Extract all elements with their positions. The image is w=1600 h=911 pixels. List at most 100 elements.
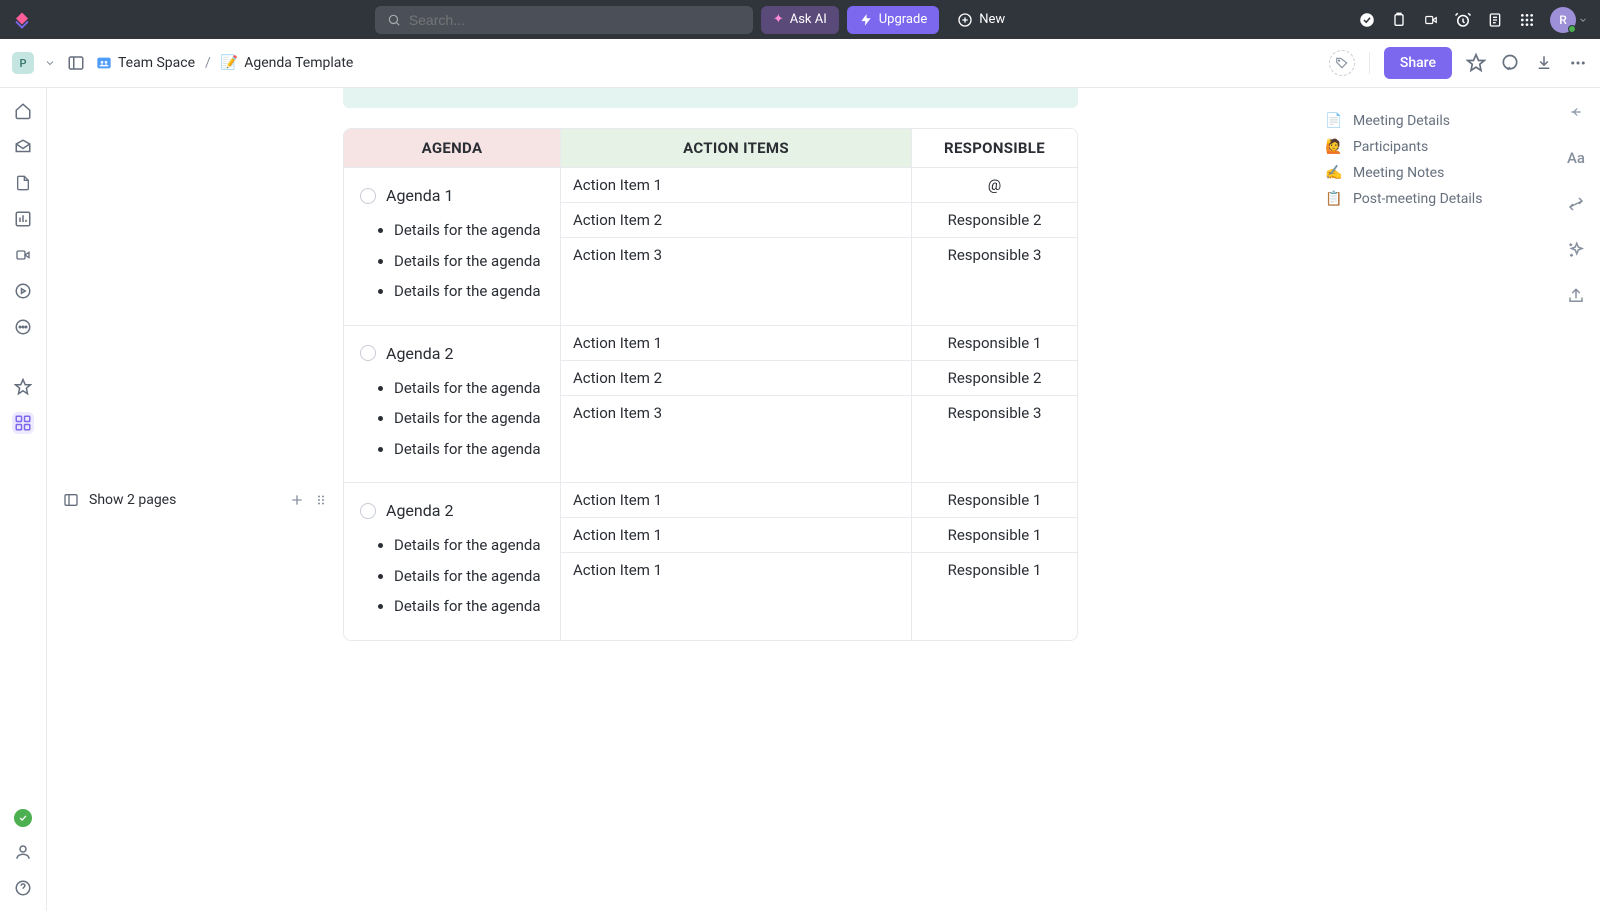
- invite-icon[interactable]: [12, 841, 34, 863]
- comment-icon[interactable]: [1500, 53, 1520, 73]
- workspace-chip[interactable]: P: [12, 52, 34, 74]
- action-row[interactable]: Action Item 1Responsible 1: [561, 553, 1077, 640]
- cell-responsible[interactable]: Responsible 2: [912, 203, 1077, 237]
- sync-status-icon[interactable]: [14, 809, 32, 827]
- cell-action[interactable]: Action Item 2: [561, 203, 912, 237]
- action-row[interactable]: Action Item 1Responsible 1: [561, 326, 1077, 361]
- cell-responsible[interactable]: @: [912, 168, 1077, 202]
- more-icon[interactable]: [1568, 53, 1588, 73]
- link-icon[interactable]: [1566, 194, 1586, 214]
- add-page-icon[interactable]: [289, 492, 305, 508]
- outline-item[interactable]: 📋Post-meeting Details: [1325, 186, 1600, 212]
- outline-item[interactable]: ✍️Meeting Notes: [1325, 160, 1600, 186]
- check-circle-icon[interactable]: [1358, 11, 1376, 29]
- download-icon[interactable]: [1534, 53, 1554, 73]
- table-row[interactable]: Agenda 2Details for the agen­daDetails f…: [344, 325, 1077, 483]
- help-icon[interactable]: [12, 877, 34, 899]
- cell-action[interactable]: Action Item 1: [561, 483, 912, 517]
- app-logo[interactable]: [12, 10, 32, 30]
- breadcrumb-doc[interactable]: 📝 Agenda Template: [221, 55, 354, 71]
- radio-icon[interactable]: [360, 345, 376, 361]
- inbox-icon[interactable]: [12, 136, 34, 158]
- radio-icon[interactable]: [360, 503, 376, 519]
- action-row[interactable]: Action Item 2Responsible 2: [561, 361, 1077, 396]
- clipboard-icon[interactable]: [1390, 11, 1408, 29]
- magic-icon[interactable]: [1566, 240, 1586, 260]
- search-input[interactable]: [409, 12, 741, 28]
- outline-emoji: 🙋: [1325, 139, 1343, 155]
- agenda-detail[interactable]: Details for the agen­da: [394, 561, 546, 592]
- search-box[interactable]: [375, 6, 753, 34]
- agenda-detail[interactable]: Details for the agen­da: [394, 403, 546, 434]
- outline-item[interactable]: 🙋Participants: [1325, 134, 1600, 160]
- agenda-detail[interactable]: Details for the agen­da: [394, 530, 546, 561]
- document: AGENDA ACTION ITEMS RESPONSIBLE Agenda 1…: [343, 88, 1315, 911]
- drag-handle-icon[interactable]: [315, 492, 327, 508]
- cell-responsible[interactable]: Responsible 1: [912, 326, 1077, 360]
- export-icon[interactable]: [1566, 286, 1586, 306]
- notepad-icon[interactable]: [1486, 11, 1504, 29]
- chevron-down-icon[interactable]: [44, 57, 56, 69]
- cell-responsible[interactable]: Responsible 2: [912, 361, 1077, 395]
- agenda-title: Agenda 1: [386, 186, 453, 205]
- agenda-detail[interactable]: Details for the agen­da: [394, 591, 546, 622]
- outline-item[interactable]: 📄Meeting Details: [1325, 108, 1600, 134]
- collapse-icon[interactable]: [1566, 102, 1586, 122]
- radio-icon[interactable]: [360, 188, 376, 204]
- apps-grid-icon[interactable]: [1518, 11, 1536, 29]
- more-rail-icon[interactable]: [12, 316, 34, 338]
- cell-action[interactable]: Action Item 3: [561, 238, 912, 325]
- cell-responsible[interactable]: Responsible 1: [912, 518, 1077, 552]
- table-row[interactable]: Agenda 1Details for the agen­daDetails f…: [344, 167, 1077, 325]
- cell-agenda[interactable]: Agenda 2Details for the agen­daDetails f…: [344, 326, 561, 483]
- cell-action[interactable]: Action Item 3: [561, 396, 912, 483]
- alarm-icon[interactable]: [1454, 11, 1472, 29]
- cell-action[interactable]: Action Item 1: [561, 326, 912, 360]
- agenda-table: AGENDA ACTION ITEMS RESPONSIBLE Agenda 1…: [343, 128, 1078, 641]
- cell-action[interactable]: Action Item 1: [561, 553, 912, 640]
- th-responsible: RESPONSIBLE: [912, 129, 1077, 167]
- clips-icon[interactable]: [12, 244, 34, 266]
- cell-action[interactable]: Action Item 2: [561, 361, 912, 395]
- action-row[interactable]: Action Item 3Responsible 3: [561, 238, 1077, 325]
- cell-responsible[interactable]: Responsible 1: [912, 553, 1077, 640]
- favorites-icon[interactable]: [12, 376, 34, 398]
- upgrade-button[interactable]: Upgrade: [847, 6, 939, 34]
- action-row[interactable]: Action Item 2Responsible 2: [561, 203, 1077, 238]
- user-menu[interactable]: R: [1550, 7, 1588, 33]
- video-icon[interactable]: [1422, 11, 1440, 29]
- new-button[interactable]: New: [947, 6, 1015, 34]
- dashboard-icon[interactable]: [12, 208, 34, 230]
- timesheets-icon[interactable]: [12, 280, 34, 302]
- action-row[interactable]: Action Item 3Responsible 3: [561, 396, 1077, 483]
- typography-icon[interactable]: Aa: [1566, 148, 1586, 168]
- sidebar-toggle-icon[interactable]: [66, 53, 86, 73]
- cell-agenda[interactable]: Agenda 1Details for the agen­daDetails f…: [344, 168, 561, 325]
- agenda-detail[interactable]: Details for the agen­da: [394, 215, 546, 246]
- home-icon[interactable]: [12, 100, 34, 122]
- docs-icon[interactable]: [12, 172, 34, 194]
- agenda-detail[interactable]: Details for the agen­da: [394, 434, 546, 465]
- upgrade-label: Upgrade: [879, 12, 927, 27]
- pages-label[interactable]: Show 2 pages: [89, 492, 176, 508]
- agenda-detail[interactable]: Details for the agen­da: [394, 276, 546, 307]
- cell-action[interactable]: Action Item 1: [561, 518, 912, 552]
- ask-ai-label: Ask AI: [790, 12, 827, 27]
- cell-action[interactable]: Action Item 1: [561, 168, 912, 202]
- ask-ai-button[interactable]: ✦Ask AI: [761, 6, 839, 34]
- breadcrumb-space[interactable]: Team Space: [96, 55, 195, 71]
- tag-button[interactable]: [1329, 50, 1355, 76]
- cell-responsible[interactable]: Responsible 3: [912, 396, 1077, 483]
- action-row[interactable]: Action Item 1@: [561, 168, 1077, 203]
- spaces-icon[interactable]: [12, 412, 34, 434]
- agenda-detail[interactable]: Details for the agen­da: [394, 373, 546, 404]
- share-button[interactable]: Share: [1384, 47, 1452, 79]
- cell-agenda[interactable]: Agenda 2Details for the agen­daDetails f…: [344, 483, 561, 640]
- table-row[interactable]: Agenda 2Details for the agen­daDetails f…: [344, 482, 1077, 640]
- cell-responsible[interactable]: Responsible 3: [912, 238, 1077, 325]
- action-row[interactable]: Action Item 1Responsible 1: [561, 483, 1077, 518]
- cell-responsible[interactable]: Responsible 1: [912, 483, 1077, 517]
- agenda-detail[interactable]: Details for the agen­da: [394, 246, 546, 277]
- action-row[interactable]: Action Item 1Responsible 1: [561, 518, 1077, 553]
- star-icon[interactable]: [1466, 53, 1486, 73]
